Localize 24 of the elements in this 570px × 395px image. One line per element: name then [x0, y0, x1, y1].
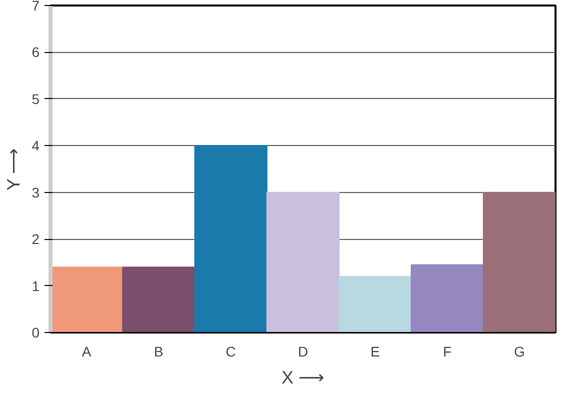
- bar: [266, 192, 340, 332]
- bar: [338, 276, 412, 332]
- y-tick-label: 6: [32, 44, 40, 60]
- x-tick-label: G: [514, 344, 525, 360]
- bar: [410, 264, 484, 332]
- x-axis-title: X ⟶: [281, 368, 325, 388]
- y-tick-label: 5: [32, 90, 40, 107]
- x-tick-label: F: [443, 344, 452, 360]
- y-tick-label: 2: [32, 231, 40, 248]
- y-tick-label: 0: [32, 324, 40, 340]
- x-tick-label: C: [226, 344, 236, 360]
- y-tick-label: 3: [32, 184, 40, 200]
- x-tick-label: A: [82, 344, 92, 360]
- x-tick-label: E: [370, 344, 380, 360]
- bar: [50, 266, 124, 332]
- bar: [122, 266, 196, 332]
- y-tick-label: 7: [32, 0, 40, 14]
- x-tick-label: D: [298, 344, 308, 360]
- y-axis-title: Y ⟶: [4, 148, 24, 191]
- bar: [482, 192, 556, 332]
- bar: [194, 145, 268, 332]
- x-tick-label: B: [154, 344, 164, 360]
- y-tick-label: 4: [32, 138, 40, 154]
- y-tick-label: 1: [32, 278, 40, 294]
